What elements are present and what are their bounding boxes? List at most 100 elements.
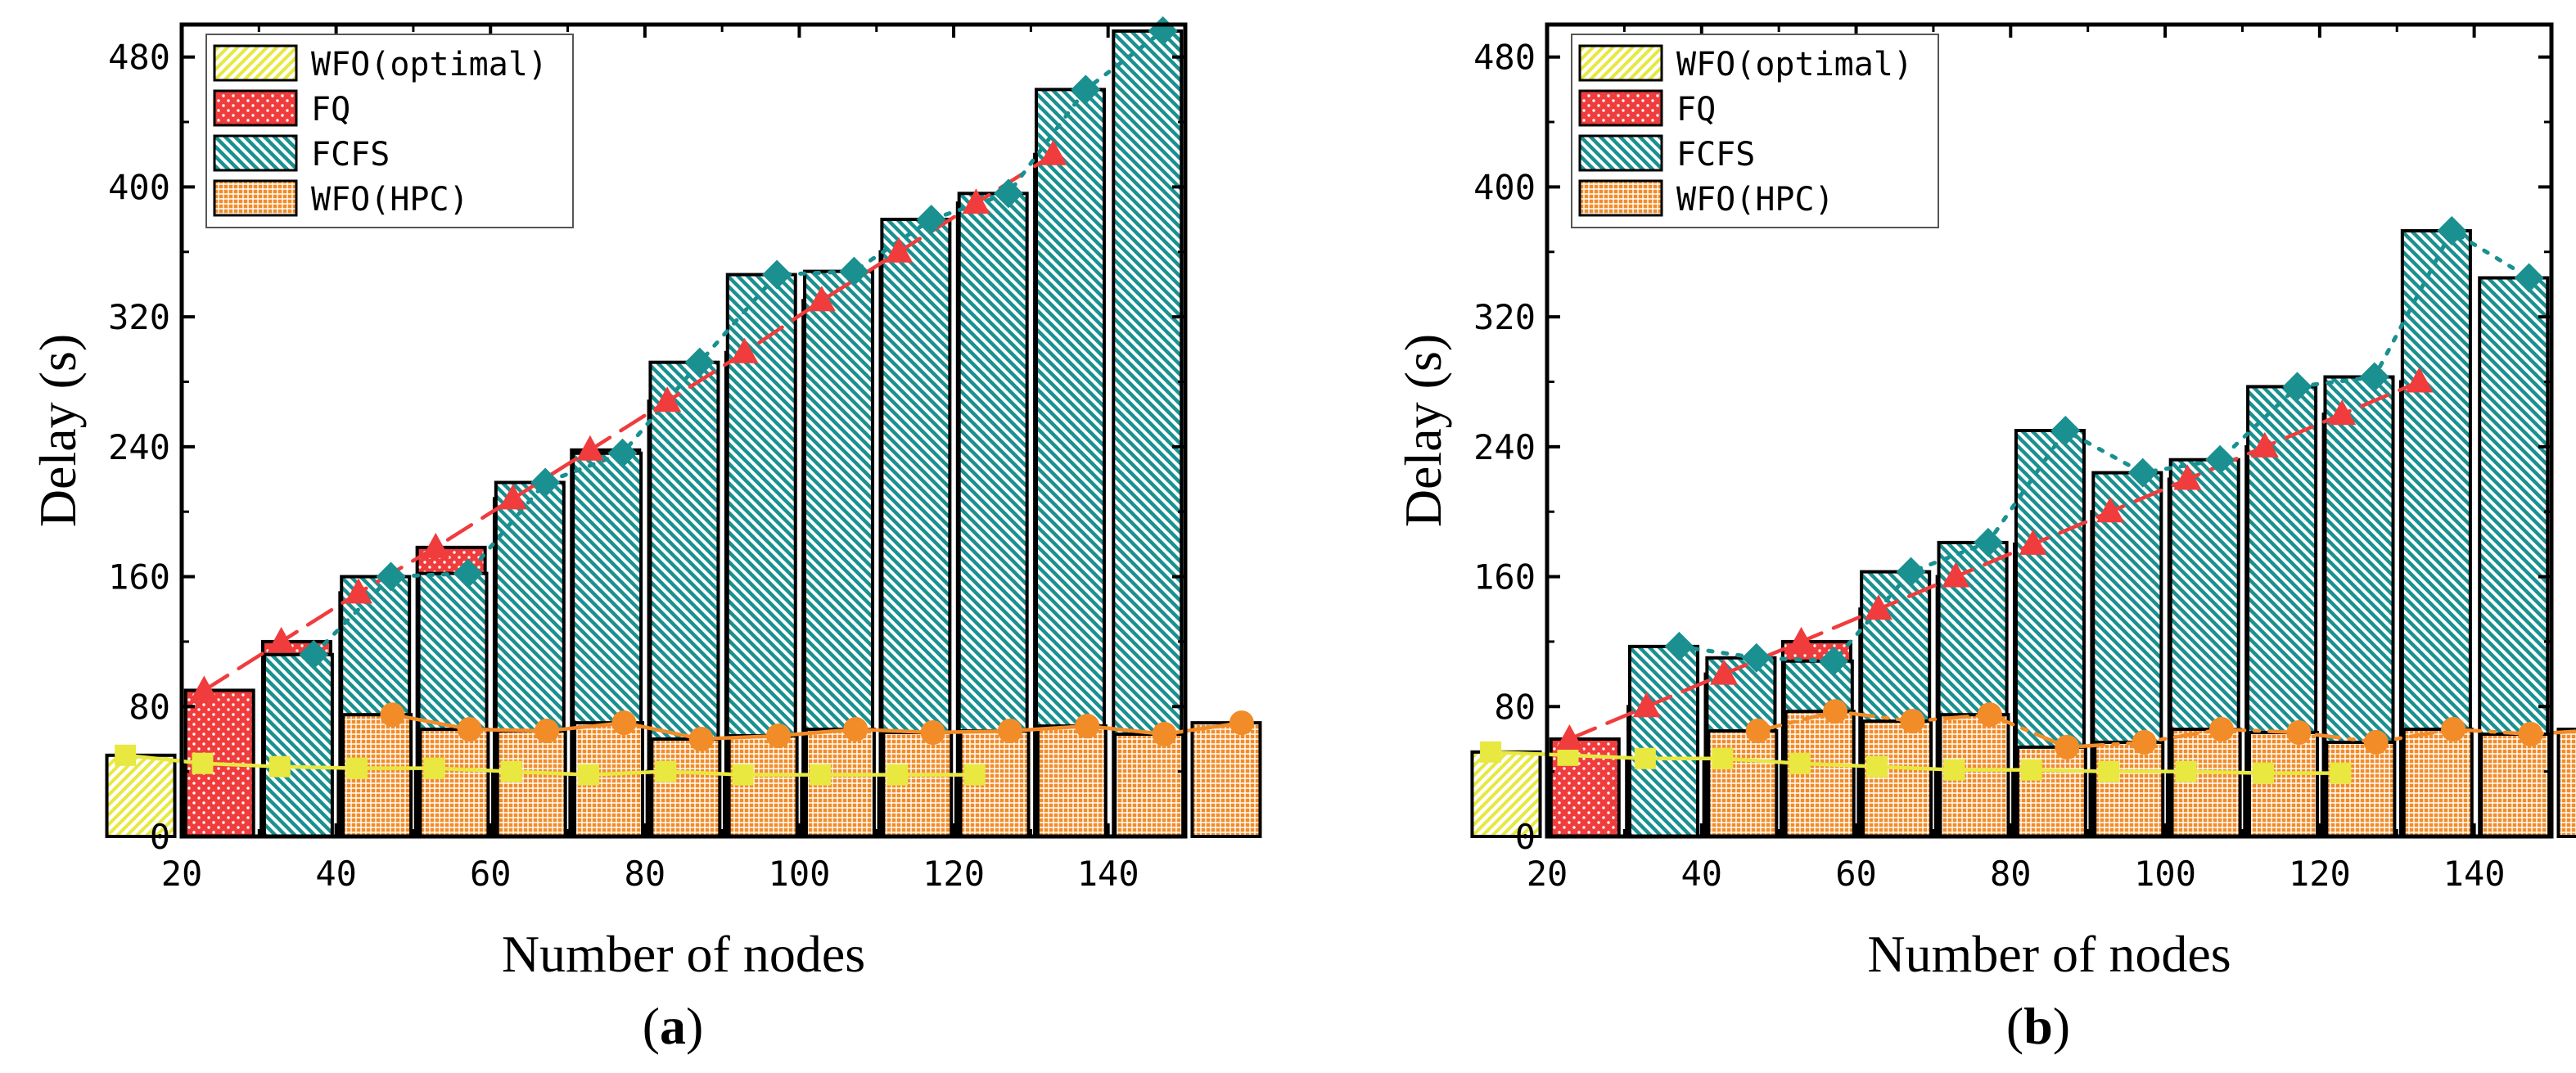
marker-wfo_optimal-70 — [1789, 752, 1811, 774]
marker-wfo_optimal-60 — [1712, 747, 1734, 769]
marker-wfo_hpc-100 — [2286, 720, 2312, 746]
x-tick-label: 80 — [1990, 854, 2032, 894]
marker-wfo_hpc-30 — [1745, 719, 1771, 744]
marker-fcfs-90 — [762, 259, 792, 290]
bar-wfo_optimal-30 — [1470, 750, 1542, 838]
marker-wfo_optimal-30 — [115, 744, 137, 766]
marker-fcfs-70 — [607, 438, 638, 468]
y-tick-label: 320 — [1473, 297, 1536, 337]
marker-wfo_hpc-50 — [535, 719, 560, 744]
marker-fcfs-110 — [2282, 372, 2312, 402]
legend-label-wfo_hpc: WFO(HPC) — [1676, 181, 1834, 219]
marker-fq-30 — [190, 675, 219, 701]
marker-wfo_optimal-80 — [500, 760, 522, 782]
marker-wfo_hpc-60 — [1977, 702, 2002, 728]
marker-wfo_hpc-40 — [457, 717, 482, 742]
panel-label: (a) — [643, 997, 704, 1055]
marker-fq-130 — [962, 188, 990, 214]
legend-swatch-fcfs — [213, 134, 298, 172]
y-tick-label: 0 — [150, 817, 170, 857]
line-fq — [202, 152, 1055, 692]
marker-fcfs-30 — [299, 639, 329, 669]
bar-wfo_optimal-30 — [105, 753, 177, 838]
marker-fcfs-80 — [684, 347, 715, 377]
bars — [1470, 228, 2576, 839]
legend-swatch-fq — [1578, 89, 1663, 127]
bar-wfo_hpc-130 — [2479, 733, 2551, 838]
marker-wfo_optimal-130 — [2252, 762, 2274, 784]
bar-wfo_hpc-80 — [2093, 740, 2165, 838]
x-tick-label: 100 — [769, 854, 831, 894]
marker-fcfs-60 — [1896, 557, 1926, 587]
bar-wfo_hpc-50 — [1861, 719, 1933, 838]
plot-frame — [1545, 22, 2554, 839]
x-tick-label: 40 — [315, 854, 357, 894]
bar-wfo_hpc-140 — [1190, 721, 1262, 838]
marker-fcfs-30 — [1664, 631, 1694, 661]
marker-fq-110 — [2173, 464, 2202, 490]
y-tick-label: 160 — [108, 557, 170, 597]
marker-wfo_hpc-90 — [2208, 717, 2234, 742]
marker-fcfs-90 — [2127, 458, 2158, 488]
legend-label-wfo_optimal: WFO(optimal) — [311, 46, 548, 83]
x-tick-label: 120 — [2289, 854, 2351, 894]
line-wfo_optimal — [1488, 750, 2343, 775]
marker-fcfs-120 — [2359, 362, 2389, 392]
marker-wfo_hpc-130 — [1152, 722, 1177, 747]
legend-swatch-wfo_hpc — [213, 179, 298, 217]
legend-swatch-fcfs — [1578, 134, 1663, 172]
marker-fq-50 — [1710, 659, 1739, 685]
marker-wfo_hpc-90 — [843, 717, 868, 742]
series-markers — [1480, 215, 2544, 784]
series-lines — [123, 29, 1244, 777]
bar-wfo_hpc-120 — [1035, 724, 1108, 839]
marker-fcfs-100 — [839, 256, 869, 286]
marker-wfo_optimal-60 — [346, 757, 368, 779]
marker-wfo_optimal-120 — [2175, 760, 2197, 782]
bar-wfo_hpc-70 — [650, 737, 722, 839]
marker-fq-120 — [885, 237, 914, 263]
marker-wfo_hpc-40 — [1823, 699, 1848, 724]
marker-wfo_optimal-80 — [1866, 755, 1888, 778]
marker-fcfs-40 — [376, 561, 406, 592]
bar-wfo_hpc-30 — [1707, 729, 1779, 838]
legend-label-wfo_optimal: WFO(optimal) — [1676, 46, 1913, 83]
marker-fq-40 — [267, 626, 295, 652]
marker-wfo_hpc-80 — [2132, 729, 2157, 755]
marker-wfo_hpc-120 — [1075, 714, 1100, 739]
y-tick-label: 480 — [108, 38, 170, 78]
panel-label: (b) — [2006, 997, 2070, 1055]
y-tick-label: 320 — [108, 297, 170, 337]
marker-wfo_hpc-60 — [611, 710, 637, 736]
marker-wfo_hpc-130 — [2518, 722, 2543, 747]
marker-wfo_optimal-50 — [1634, 747, 1656, 769]
bar-wfo_hpc-110 — [2325, 740, 2397, 838]
bar-fcfs-30 — [262, 652, 334, 838]
marker-wfo_hpc-110 — [997, 719, 1022, 744]
y-tick-label: 240 — [108, 427, 170, 467]
marker-fq-130 — [2328, 399, 2357, 426]
marker-fcfs-60 — [530, 467, 561, 498]
x-tick-label: 120 — [923, 854, 985, 894]
marker-wfo_hpc-70 — [2055, 734, 2080, 760]
x-tick-label: 60 — [470, 854, 512, 894]
marker-fcfs-110 — [916, 205, 946, 235]
legend-swatch-fq — [213, 89, 298, 127]
marker-fcfs-50 — [1819, 646, 1849, 676]
y-tick-label: 80 — [129, 687, 170, 727]
axis-ticks: 20 40 60 80 100 120 140 0 80 160 240 320 400 480 — [1473, 25, 2551, 894]
line-wfo_hpc — [1756, 709, 2576, 750]
bar-wfo_hpc-120 — [2402, 728, 2474, 839]
marker-fq-60 — [422, 532, 450, 558]
series-markers — [115, 16, 1254, 786]
legend-swatch-wfo_optimal — [1578, 44, 1663, 82]
marker-wfo_hpc-50 — [1900, 709, 1925, 734]
marker-fq-60 — [1787, 626, 1816, 652]
x-tick-label: 20 — [1527, 854, 1568, 894]
x-tick-label: 40 — [1680, 854, 1722, 894]
marker-wfo_optimal-100 — [2020, 759, 2042, 781]
bar-fcfs-140 — [1112, 29, 1184, 839]
marker-fq-140 — [1039, 139, 1067, 165]
legend-label-fq: FQ — [311, 91, 350, 128]
